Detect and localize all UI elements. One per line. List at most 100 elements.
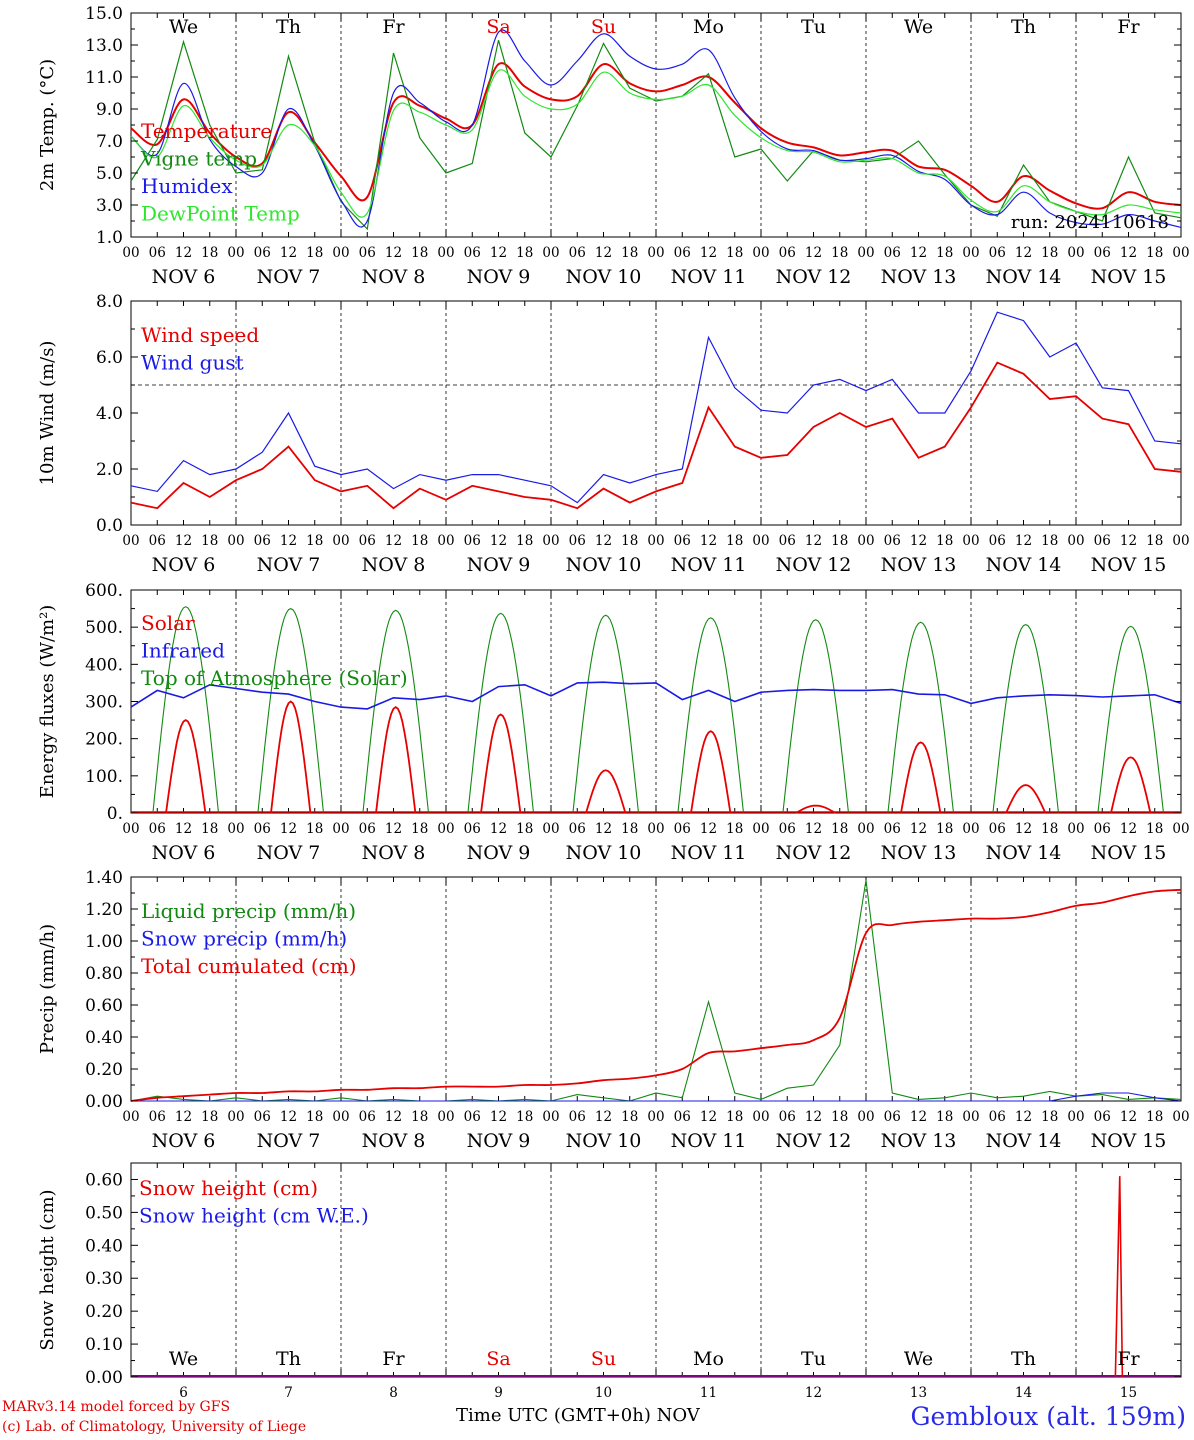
hour-tick-label: 12 (490, 533, 507, 549)
weekday-label: Fr (1117, 1348, 1140, 1370)
hour-tick-label: 12 (700, 1109, 717, 1125)
weekday-label: Mo (693, 1348, 724, 1370)
series-line-snow-precip-mm-h- (131, 1092, 1182, 1102)
day-label: NOV 12 (776, 266, 852, 288)
day-label: NOV 10 (566, 266, 642, 288)
series-line-infrared (130, 681, 1182, 710)
day-number-label: 12 (805, 1385, 822, 1401)
weekday-label: Mo (693, 16, 724, 38)
solar-bump (270, 700, 312, 814)
hour-tick-label: 00 (647, 821, 664, 837)
hour-tick-label: 00 (1172, 821, 1189, 837)
series-line-total-cumulated-cm- (130, 888, 1182, 1102)
x-axis-labels-3: 00 06 12 18 00 06 12 18 00 06 12 18 00 06 12 18 00 06 12 18… (122, 821, 1189, 864)
hour-tick-label: 06 (464, 821, 481, 837)
toa-solar-bell (152, 606, 220, 814)
day-label: NOV 8 (362, 1130, 426, 1152)
hour-tick-label: 06 (569, 1109, 586, 1125)
day-label: NOV 6 (152, 1130, 216, 1152)
panel-frame-3 (130, 589, 1182, 814)
y-tick-label: 0.60 (85, 996, 123, 1016)
hour-tick-label: 00 (752, 821, 769, 837)
hour-tick-label: 06 (1094, 1109, 1111, 1125)
hour-tick-label: 18 (306, 1109, 323, 1125)
hour-tick-label: 18 (516, 1109, 533, 1125)
hour-tick-label: 12 (595, 533, 612, 549)
hour-tick-label: 12 (280, 821, 297, 837)
y-tick-label: 7.0 (96, 132, 123, 152)
hour-tick-label: 18 (726, 533, 743, 549)
solar-bump (480, 713, 522, 814)
y-axis-3: 0. 100. 200. 300. 400. 500. 600. Energy fluxes … (37, 581, 1181, 824)
hour-tick-label: 18 (1041, 245, 1058, 261)
day-label: NOV 6 (152, 842, 216, 864)
legend-entry: Total cumulated (cm) (141, 954, 357, 978)
day-label: NOV 13 (881, 554, 957, 576)
toa-solar-bell (1097, 625, 1165, 814)
y-axis-1: 1.0 3.0 5.0 7.0 9.0 11.0 13.0 15.0 2m Temp. (°C) (37, 4, 1181, 248)
hour-tick-label: 18 (306, 821, 323, 837)
legend-entry: Humidex (141, 174, 233, 198)
hour-tick-label: 06 (779, 533, 796, 549)
legend-entry: Temperature (141, 119, 272, 143)
y-tick-label: 0.0 (96, 516, 123, 536)
hour-tick-label: 06 (149, 533, 166, 549)
hour-tick-label: 12 (1015, 533, 1032, 549)
hour-tick-label: 06 (884, 533, 901, 549)
y-tick-label: 0.80 (85, 964, 123, 984)
hour-tick-label: 18 (726, 245, 743, 261)
hour-tick-label: 00 (857, 245, 874, 261)
hour-tick-label: 00 (227, 1109, 244, 1125)
day-label: NOV 15 (1091, 554, 1167, 576)
legend-entry: Solar (141, 611, 195, 635)
toa-solar-bell (887, 621, 955, 814)
hour-tick-label: 00 (227, 533, 244, 549)
y-axis-5: 0.00 0.10 0.20 0.30 0.40 0.50 0.60 Snow height … (37, 1170, 1181, 1388)
temperature-series (130, 29, 1182, 231)
y-tick-label: 600. (85, 581, 123, 601)
day-label: NOV 14 (986, 1130, 1062, 1152)
y-tick-label: 11.0 (85, 68, 123, 88)
hour-tick-label: 00 (1172, 1109, 1189, 1125)
day-label: NOV 9 (467, 1130, 531, 1152)
hour-tick-label: 00 (857, 1109, 874, 1125)
hour-tick-label: 12 (280, 245, 297, 261)
day-label: NOV 7 (257, 1130, 321, 1152)
hour-tick-label: 00 (962, 245, 979, 261)
legend-2: Wind speed Wind gust (141, 323, 259, 375)
station-name: Gembloux (alt. 159m) (910, 1402, 1186, 1431)
series-line-wind-speed (130, 361, 1182, 510)
hour-tick-label: 12 (175, 821, 192, 837)
hour-tick-label: 12 (700, 533, 717, 549)
y-tick-label: 13.0 (85, 36, 123, 56)
day-label: NOV 11 (671, 266, 747, 288)
hour-tick-label: 00 (647, 245, 664, 261)
legend-entry: Snow precip (mm/h) (141, 927, 347, 951)
hour-tick-label: 12 (280, 533, 297, 549)
run-label: run: 2024110618 (1011, 212, 1169, 233)
y-axis-label: Precip (mm/h) (37, 924, 58, 1054)
precip-series (130, 880, 1182, 1102)
day-label: NOV 11 (671, 842, 747, 864)
hour-tick-label: 00 (437, 533, 454, 549)
weekday-label: Sa (486, 1348, 510, 1370)
legend-4: Liquid precip (mm/h) Snow precip (mm/h) To… (141, 899, 357, 978)
hour-tick-label: 00 (122, 245, 139, 261)
hour-tick-label: 12 (175, 533, 192, 549)
weekday-label: Sa (486, 16, 510, 38)
hour-tick-label: 00 (227, 821, 244, 837)
y-tick-label: 0.00 (85, 1368, 123, 1388)
day-number-label: 11 (700, 1385, 717, 1401)
day-number-label: 7 (284, 1385, 293, 1401)
hour-tick-label: 12 (910, 245, 927, 261)
hour-tick-label: 18 (201, 821, 218, 837)
time-axis-title: Time UTC (GMT+0h) NOV (456, 1405, 700, 1426)
weekday-label: Th (1011, 16, 1036, 38)
hour-tick-label: 06 (569, 821, 586, 837)
hour-tick-label: 06 (569, 533, 586, 549)
hour-tick-label: 06 (1094, 245, 1111, 261)
lab-credit: (c) Lab. of Climatology, University of L… (2, 1419, 307, 1435)
day-label: NOV 15 (1091, 842, 1167, 864)
hour-tick-label: 12 (1120, 533, 1137, 549)
day-number-label: 13 (910, 1385, 927, 1401)
